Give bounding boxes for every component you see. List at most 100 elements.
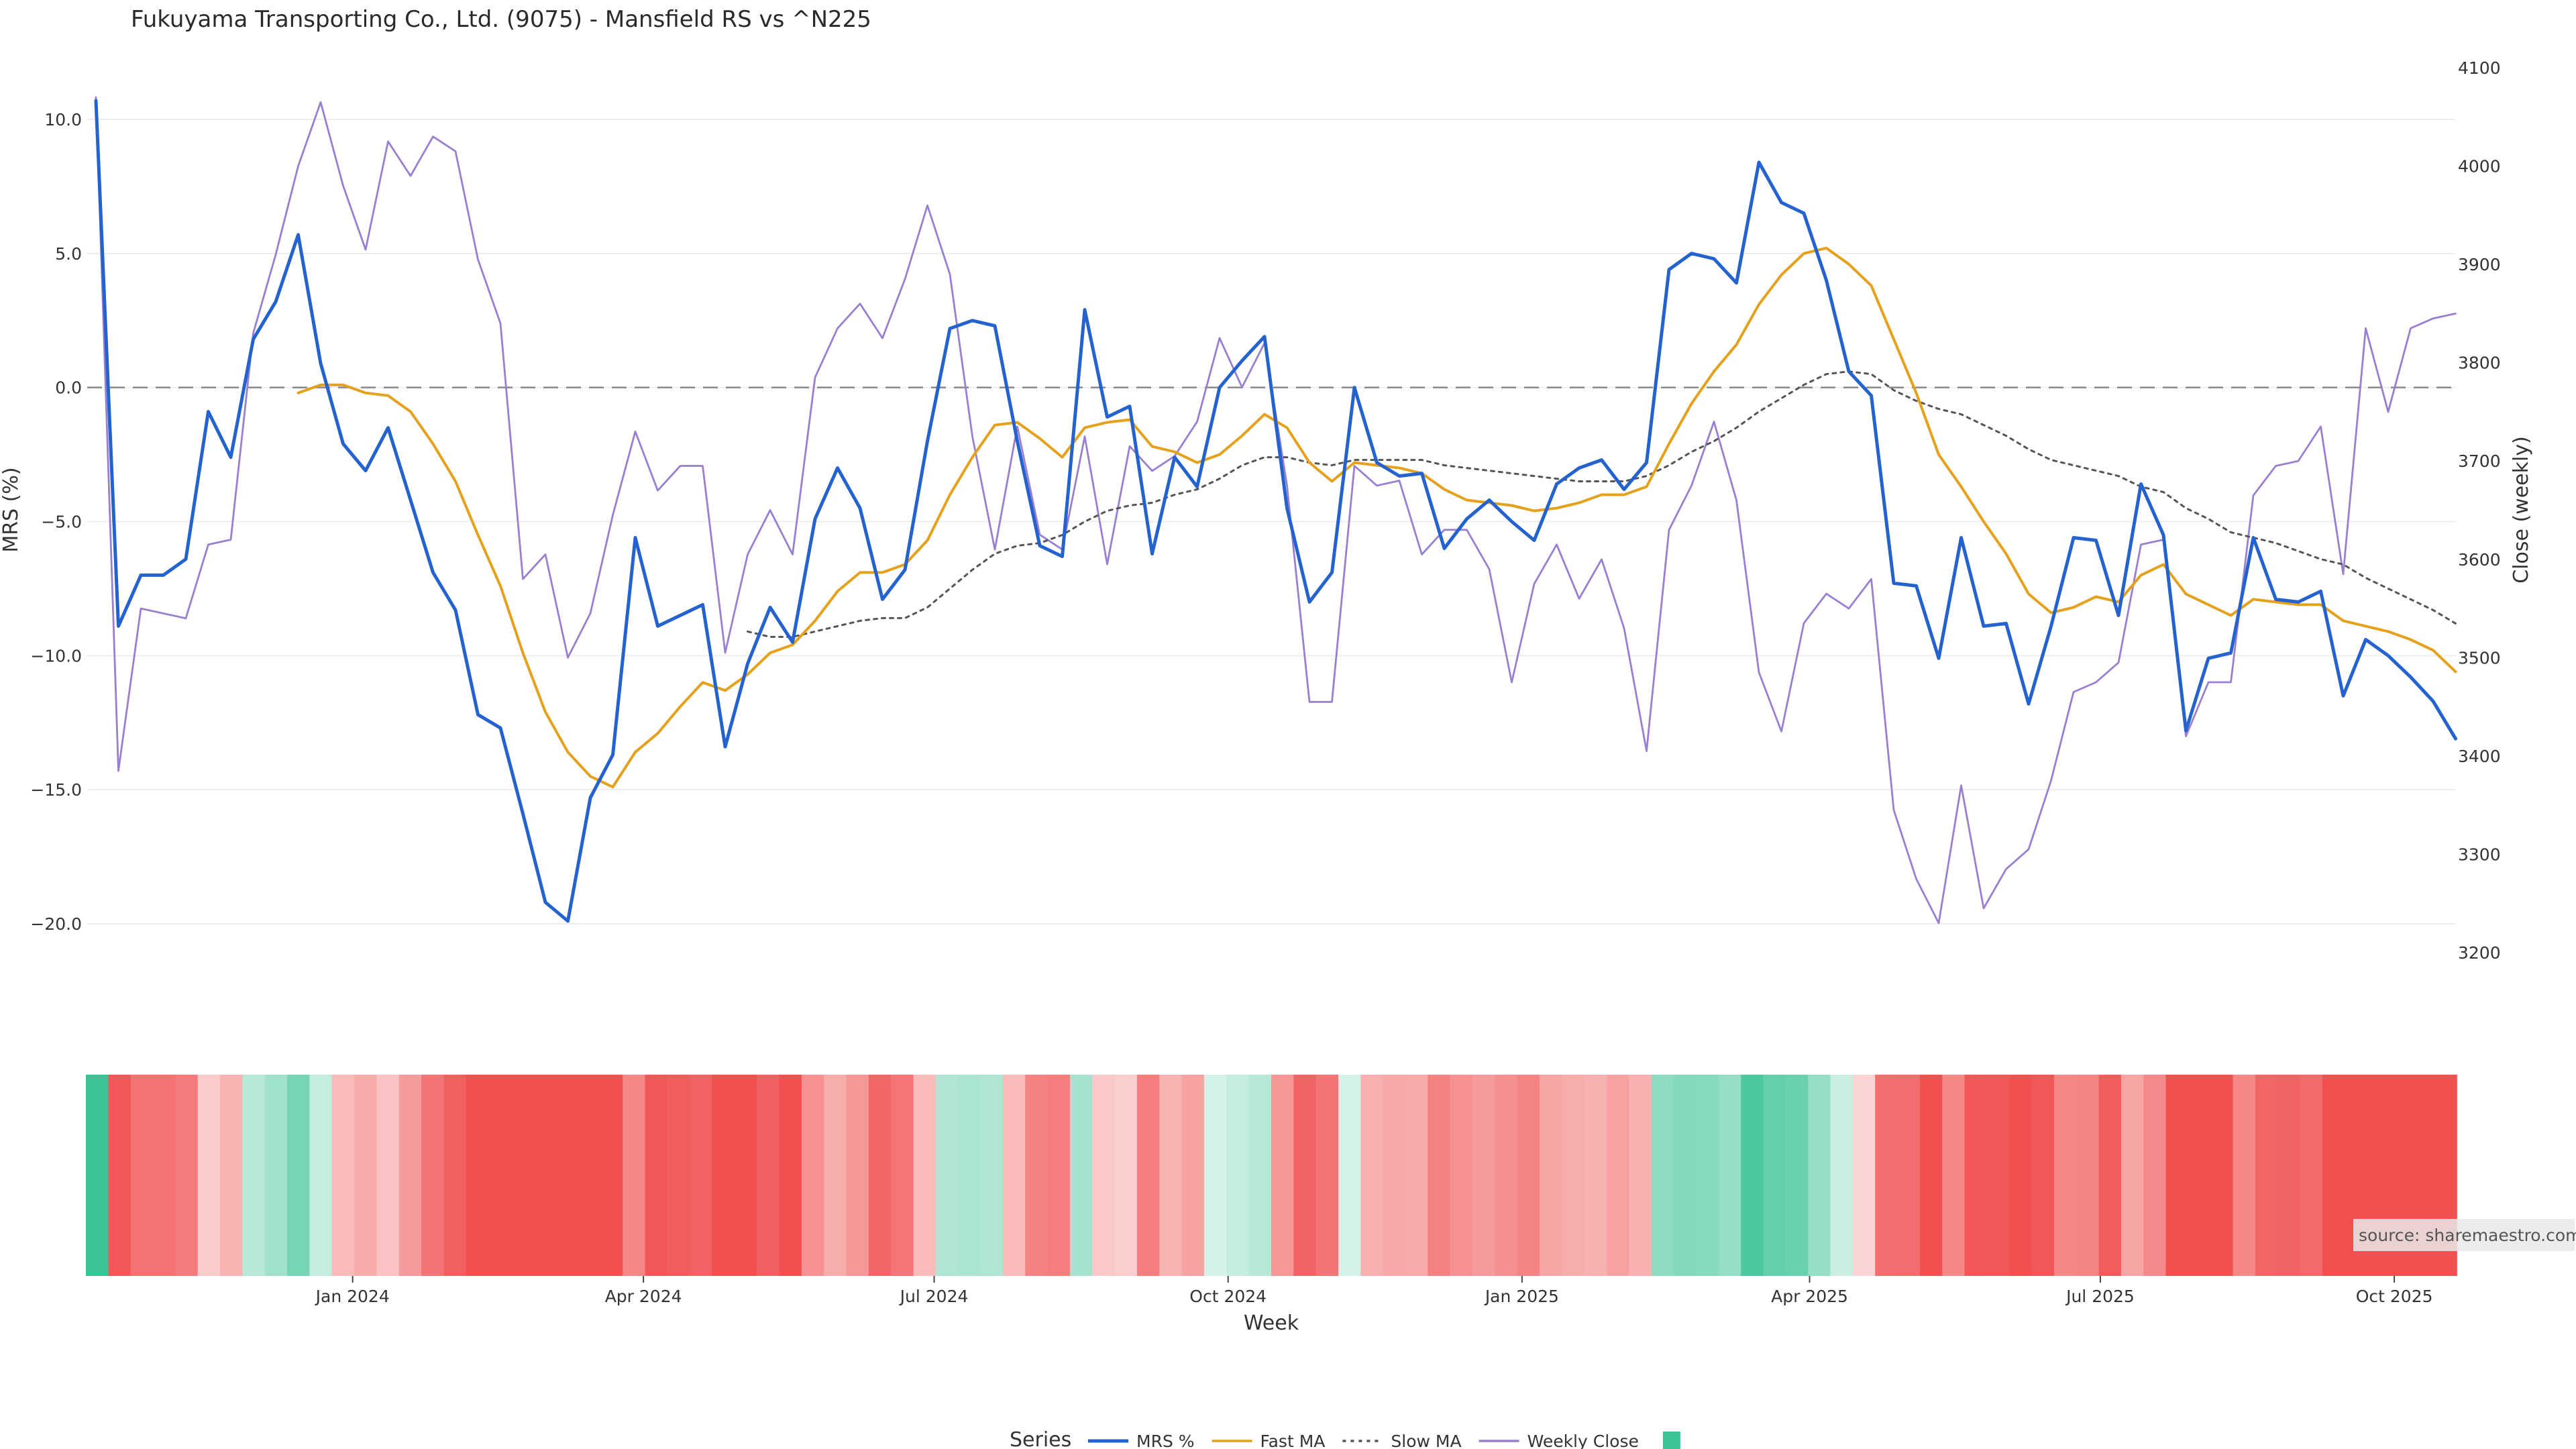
heatmap-cell <box>958 1075 981 1276</box>
heatmap-cell <box>1069 1075 1093 1276</box>
heatmap-cell <box>1718 1075 1741 1276</box>
heatmap-cell <box>1405 1075 1429 1276</box>
heatmap-cell <box>309 1075 333 1276</box>
legend: Series MRS % Fast MA Slow MA Weekly Close <box>1010 1428 1680 1449</box>
heatmap-cell <box>2255 1075 2279 1276</box>
right-tick-label: 3200 <box>2458 943 2501 963</box>
source-note: source: sharemaestro.com <box>2353 1219 2576 1251</box>
heatmap-cell <box>1808 1075 1831 1276</box>
heatmap-cell <box>488 1075 512 1276</box>
left-axis-label: MRS (%) <box>0 467 23 552</box>
heatmap-cell <box>578 1075 601 1276</box>
heatmap-cell <box>197 1075 221 1276</box>
heatmap-cell <box>466 1075 489 1276</box>
heatmap-cell <box>398 1075 422 1276</box>
legend-entry: Weekly Close <box>1527 1432 1639 1449</box>
heatmap-cell <box>1517 1075 1540 1276</box>
heatmap-cell <box>779 1075 802 1276</box>
heatmap-cell <box>1763 1075 1786 1276</box>
x-tick-label: Jan 2025 <box>1484 1287 1559 1306</box>
heatmap-cell <box>1696 1075 1719 1276</box>
heatmap-cell <box>712 1075 735 1276</box>
heatmap-cell <box>824 1075 847 1276</box>
heatmap-cell <box>935 1075 959 1276</box>
heatmap-cell <box>1293 1075 1317 1276</box>
heatmap-cell <box>757 1075 780 1276</box>
heatmap-cell <box>734 1075 757 1276</box>
x-tick-label: Jan 2024 <box>315 1287 390 1306</box>
heatmap-cell <box>1852 1075 1876 1276</box>
heatmap-cell <box>913 1075 936 1276</box>
heatmap-cell <box>1338 1075 1362 1276</box>
heatmap-cell <box>1450 1075 1473 1276</box>
legend-heatmap-swatch <box>1662 1432 1680 1449</box>
heatmap-cell <box>1830 1075 1854 1276</box>
left-tick-label: −20.0 <box>30 914 82 934</box>
heatmap-cell <box>1226 1075 1250 1276</box>
left-tick-label: 10.0 <box>44 110 82 129</box>
heatmap-cell <box>1002 1075 1026 1276</box>
heatmap-cell <box>801 1075 825 1276</box>
heatmap-cell <box>2098 1075 2122 1276</box>
grid-lines <box>87 119 2455 924</box>
heatmap-cell <box>1785 1075 1809 1276</box>
heatmap-cell <box>1629 1075 1652 1276</box>
series-line-weekly-close <box>95 96 2457 924</box>
series-line-slow-ma <box>747 370 2457 638</box>
right-tick-label: 3900 <box>2458 255 2501 274</box>
right-tick-label: 3600 <box>2458 550 2501 570</box>
heatmap-cell <box>2322 1075 2346 1276</box>
x-axis-ticks: Jan 2024 Apr 2024 Jul 2024 Oct 2024 Jan 2025… <box>315 1276 2433 1306</box>
right-axis-ticks: 4100 4000 3900 3800 3700 3600 3500 3400 3300 3200 <box>2458 58 2501 963</box>
right-axis-label: Close (weekly) <box>2510 436 2533 584</box>
heatmap-cell <box>2009 1075 2033 1276</box>
heatmap-cell <box>1360 1075 1384 1276</box>
heatmap-cell <box>980 1075 1004 1276</box>
source-text: source: sharemaestro.com <box>2359 1226 2576 1245</box>
heatmap-cell <box>1986 1075 2010 1276</box>
left-tick-label: 5.0 <box>55 244 82 264</box>
heatmap-cell <box>2076 1075 2100 1276</box>
heatmap-cell <box>2031 1075 2055 1276</box>
heatmap-cell <box>108 1075 131 1276</box>
heatmap-cell <box>1741 1075 1764 1276</box>
right-tick-label: 4000 <box>2458 157 2501 176</box>
heatmap-cell <box>1964 1075 1988 1276</box>
heatmap-cell <box>600 1075 623 1276</box>
heatmap-cell <box>1540 1075 1563 1276</box>
right-tick-label: 3300 <box>2458 845 2501 864</box>
heatmap-cell <box>421 1075 445 1276</box>
legend-entry: Fast MA <box>1260 1432 1326 1449</box>
heatmap-cell <box>1248 1075 1272 1276</box>
heatmap-cell <box>667 1075 690 1276</box>
heatmap-cell <box>443 1075 467 1276</box>
right-tick-label: 4100 <box>2458 58 2501 78</box>
heatmap-cell <box>1181 1075 1205 1276</box>
left-tick-label: −5.0 <box>41 513 82 532</box>
heatmap-cell <box>846 1075 869 1276</box>
x-axis-label: Week <box>1244 1311 1299 1335</box>
legend-entry: MRS % <box>1136 1432 1195 1449</box>
heatmap-cell <box>1562 1075 1585 1276</box>
heatmap-cell <box>1919 1075 1943 1276</box>
x-tick-label: Jul 2025 <box>2065 1287 2135 1306</box>
heatmap-cell <box>2121 1075 2145 1276</box>
heatmap-cell <box>1271 1075 1295 1276</box>
x-tick-label: Apr 2025 <box>1771 1287 1848 1306</box>
right-tick-label: 3500 <box>2458 648 2501 667</box>
heatmap-cell <box>376 1075 400 1276</box>
heatmap-cell <box>1316 1075 1339 1276</box>
left-tick-label: −15.0 <box>30 780 82 800</box>
right-tick-label: 3400 <box>2458 747 2501 766</box>
heatmap-cell <box>264 1075 288 1276</box>
heatmap-cell <box>354 1075 378 1276</box>
heatmap-cell <box>690 1075 713 1276</box>
heatmap-cell <box>175 1075 199 1276</box>
x-tick-label: Oct 2025 <box>2356 1287 2433 1306</box>
heatmap-cell <box>1136 1075 1161 1276</box>
heatmap-cell <box>2143 1075 2167 1276</box>
heatmap-cell <box>130 1075 154 1276</box>
heatmap-cell <box>86 1075 109 1276</box>
heatmap-cell <box>511 1075 534 1276</box>
